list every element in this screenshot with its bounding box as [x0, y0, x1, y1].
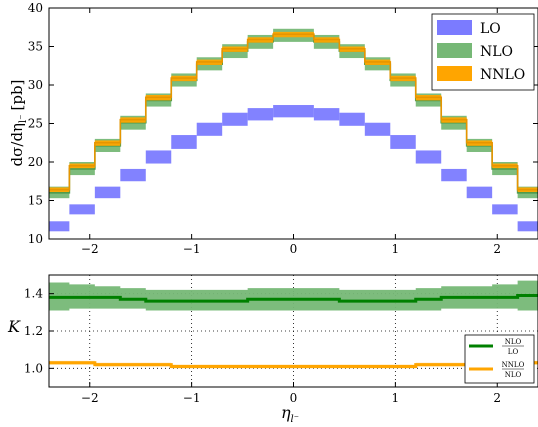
top-x-tick-label: 2: [493, 242, 501, 256]
legend-label-nlo: NLO: [480, 44, 513, 60]
band-lo-bin: [145, 150, 172, 164]
bottom-axis-ticks: 1.0 1.2 1.4 −2 −1 0 1 2: [24, 287, 501, 405]
bottom-x-tick-label: 0: [290, 391, 298, 405]
band-lo-bin: [49, 221, 70, 232]
top-x-tick-label: 0: [290, 242, 298, 256]
bottom-x-tick-label: 2: [493, 391, 501, 405]
cross-section-panel: 10 15 20 25 30 35 40 −2 −1 0 1 2 dσ/dηl⁻[pb] LO NLO N…: [8, 1, 538, 256]
bottom-y-axis-label: K: [7, 317, 21, 336]
band-lo-bin: [390, 135, 416, 149]
bottom-x-tick-label: 1: [392, 391, 400, 405]
top-plot-area: [49, 28, 538, 232]
k-factor-panel: 1.0 1.2 1.4 −2 −1 0 1 2 K ηl⁻ NLO LO NNLO NLO: [7, 274, 538, 425]
bottom-x-tick-label: −1: [183, 391, 201, 405]
band-lo-bin: [339, 112, 365, 126]
band-lo-bin: [94, 186, 121, 199]
top-x-tick-label: −2: [81, 242, 99, 256]
top-x-tick-label: −1: [183, 242, 201, 256]
band-lo-bin: [466, 186, 493, 199]
top-y-tick-label: 30: [28, 78, 43, 92]
legend-swatch-lo: [437, 20, 472, 35]
bottom-x-axis-label: ηl⁻: [281, 403, 299, 425]
ratio-band-nlo: [49, 280, 538, 311]
band-lo-bin: [313, 108, 340, 121]
legend-swatch-nlo: [437, 43, 472, 58]
bottom-legend-denominator: NLO: [505, 371, 522, 379]
top-y-tick-label: 10: [28, 232, 43, 246]
top-y-tick-label: 35: [28, 40, 43, 54]
band-lo-bin: [120, 168, 146, 182]
band-lo-bin: [517, 221, 538, 232]
bottom-plot-area: [49, 280, 538, 369]
top-y-tick-label: 15: [28, 194, 43, 208]
band-lo-bin: [69, 204, 95, 215]
legend-swatch-nnlo: [437, 66, 472, 81]
bottom-legend-numerator: NLO: [505, 338, 522, 346]
bottom-x-tick-label: −2: [81, 391, 99, 405]
bottom-y-tick-label: 1.2: [24, 324, 43, 338]
band-lo-bin: [293, 105, 314, 118]
band-lo-bin: [196, 122, 223, 136]
top-y-axis-label: dσ/dηl⁻[pb]: [8, 80, 29, 167]
top-legend: LO NLO NNLO: [431, 13, 535, 91]
band-lo-bin: [492, 204, 518, 215]
top-y-tick-label: 25: [28, 117, 43, 131]
band-lo-bin: [415, 150, 442, 164]
band-lo-bin: [364, 122, 391, 136]
bottom-legend-numerator: NNLO: [502, 361, 525, 369]
legend-label-lo: LO: [480, 21, 501, 37]
bottom-y-tick-label: 1.0: [24, 361, 43, 375]
line-nnlo-central: [49, 33, 538, 191]
bottom-legend-box: [464, 334, 535, 384]
top-x-tick-label: 1: [392, 242, 400, 256]
ratio-line-nlo: [49, 294, 538, 303]
band-lo-bin: [222, 112, 248, 126]
bottom-legend-denominator: LO: [508, 348, 519, 356]
bottom-y-tick-label: 1.4: [24, 287, 43, 301]
band-lo-bin: [247, 108, 274, 121]
band-lo-bin: [441, 168, 467, 182]
top-y-tick-label: 40: [28, 1, 43, 15]
band-lo-bin: [171, 135, 197, 149]
bottom-legend: NLO LO NNLO NLO: [464, 334, 535, 384]
top-y-tick-label: 20: [28, 155, 43, 169]
top-axis-ticks: 10 15 20 25 30 35 40 −2 −1 0 1 2: [28, 1, 538, 256]
legend-label-nnlo: NNLO: [480, 67, 525, 83]
band-lo-bin: [273, 105, 294, 118]
